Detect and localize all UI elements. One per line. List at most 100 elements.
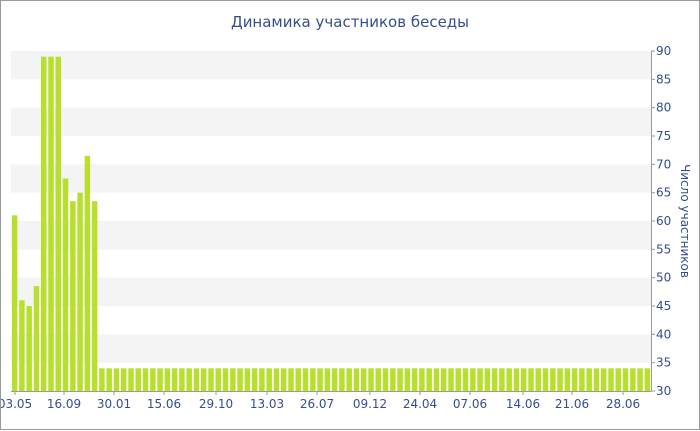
x-tick-labels: 03.05 16.09 30.01 15.06 29.10 13.03 26.07 09.12… (1, 391, 640, 411)
y-tick-label: 60 (656, 214, 671, 228)
grid-band (11, 221, 651, 250)
bar (361, 368, 367, 391)
y-tick-label: 30 (656, 384, 671, 398)
grid-band (11, 277, 651, 306)
bar (142, 368, 149, 391)
bar (55, 56, 61, 392)
chart-title: Динамика участников беседы (230, 13, 470, 31)
bar (557, 368, 563, 391)
bar (564, 368, 571, 391)
x-tick-label: 14.06 (506, 397, 540, 411)
x-tick-label: 13.03 (250, 397, 284, 411)
bar (19, 300, 25, 391)
grid-band (11, 164, 651, 193)
bar (215, 368, 221, 391)
bar (121, 368, 127, 391)
bar (77, 192, 83, 391)
x-tick-label: 28.06 (606, 397, 640, 411)
y-tick-labels: 30 35 40 45 50 55 60 65 70 75 80 85 90 (651, 44, 671, 398)
bar (135, 368, 141, 391)
bar (535, 368, 541, 391)
bar (579, 368, 585, 391)
grid-band (11, 51, 651, 80)
x-tick-label: 16.09 (47, 397, 81, 411)
bar (542, 368, 549, 391)
x-tick-label: 26.07 (300, 397, 334, 411)
bar (91, 201, 98, 391)
bar (310, 368, 316, 391)
bar (244, 368, 251, 391)
bar (477, 368, 483, 391)
bar (62, 178, 69, 391)
y-tick-label: 65 (656, 186, 671, 200)
x-tick-label: 15.06 (147, 397, 181, 411)
bar (164, 368, 171, 391)
grid-band (11, 334, 651, 363)
bar (48, 56, 54, 392)
bar (11, 215, 18, 391)
bar (106, 368, 112, 391)
y-tick-label: 50 (656, 271, 671, 285)
x-tick-label: 29.10 (199, 397, 233, 411)
y-tick-label: 75 (656, 129, 671, 143)
bar (128, 368, 134, 391)
x-tick-label: 09.12 (353, 397, 387, 411)
grid-bands (11, 51, 651, 363)
bar (201, 368, 207, 391)
bar (513, 368, 520, 391)
x-tick-label: 24.04 (403, 397, 437, 411)
x-tick-label: 30.01 (97, 397, 131, 411)
y-axis-label: Число участников (678, 164, 692, 278)
bar (601, 368, 607, 391)
x-tick-label: 07.06 (453, 397, 487, 411)
y-tick-label: 90 (656, 44, 671, 58)
bar (193, 368, 200, 391)
bar (622, 368, 629, 391)
bar (150, 368, 156, 391)
bar (113, 368, 120, 391)
bar (433, 368, 440, 391)
bar (455, 368, 461, 391)
y-tick-label: 85 (656, 72, 671, 86)
bar (484, 368, 491, 391)
y-tick-label: 45 (656, 299, 671, 313)
bar (586, 368, 592, 391)
bar (346, 368, 352, 391)
bar (419, 368, 425, 391)
bar (615, 368, 621, 391)
y-tick-label: 70 (656, 157, 671, 171)
bar (390, 368, 396, 391)
bar (288, 368, 294, 391)
bar (259, 368, 265, 391)
bar (397, 368, 403, 391)
y-tick-label: 55 (656, 242, 671, 256)
bar (404, 368, 411, 391)
bar (99, 368, 105, 391)
bar (222, 368, 229, 391)
bar (186, 368, 192, 391)
bar (593, 368, 600, 391)
bar (302, 368, 309, 391)
bar (353, 368, 360, 391)
bar (251, 368, 258, 391)
bar (157, 368, 163, 391)
bar (375, 368, 381, 391)
bar (317, 368, 323, 391)
x-tick-label: 21.06 (555, 397, 589, 411)
bar (608, 368, 614, 391)
bar (281, 368, 287, 391)
bars (11, 56, 651, 392)
bar (528, 368, 534, 391)
bar (33, 286, 40, 391)
bar (470, 368, 476, 391)
bar (382, 368, 389, 391)
bar (462, 368, 469, 391)
bar (411, 368, 418, 391)
bar (506, 368, 512, 391)
bar (70, 201, 76, 391)
bar (448, 368, 454, 391)
bar (550, 368, 556, 391)
bar (441, 368, 447, 391)
